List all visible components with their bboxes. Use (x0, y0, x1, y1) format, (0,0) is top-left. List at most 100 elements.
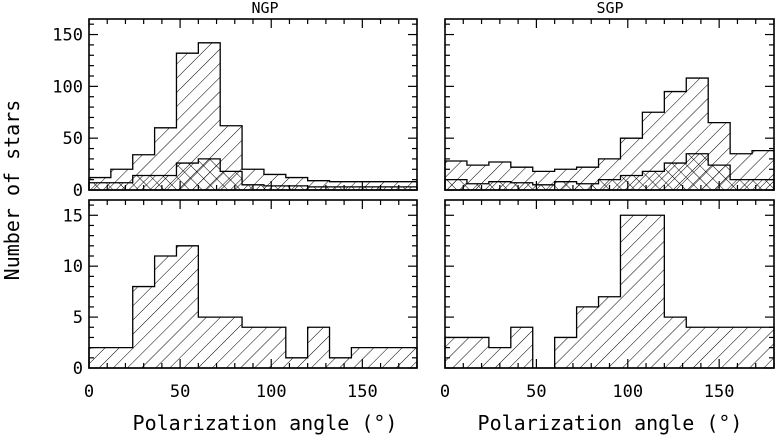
histogram-bar (329, 181, 352, 190)
histogram-bar (445, 179, 467, 190)
histogram-outline (444, 77, 775, 191)
histogram-bar (395, 347, 417, 368)
histogram-bar (554, 337, 577, 368)
histogram-series-crosshatch (444, 153, 775, 191)
histogram-bar (220, 171, 243, 190)
panel-ngp-top: 0 50 100 150 (52, 18, 418, 201)
histogram-bar (620, 175, 643, 190)
histogram-bar (686, 327, 709, 368)
histogram-series-hatch (444, 214, 775, 369)
histogram-outline (88, 42, 418, 191)
histogram-bar (708, 327, 731, 368)
histogram-bar (285, 185, 308, 190)
histogram-bar (395, 181, 417, 190)
histogram-outline (444, 214, 775, 369)
histogram-bar (598, 179, 621, 190)
histogram-bar (730, 327, 753, 368)
histogram-bar (510, 327, 533, 368)
histogram-bar (752, 179, 774, 190)
y-tick-label: 100 (52, 77, 83, 97)
x-axis-title-left: Polarization angle (°) (133, 411, 398, 435)
histogram-bar (329, 357, 352, 368)
histogram-bar (576, 306, 599, 368)
histogram-bar (198, 317, 221, 368)
x-tick-label: 0 (84, 382, 94, 402)
histogram-bar (307, 186, 330, 190)
histogram-bar (373, 186, 396, 190)
histogram-bar (488, 347, 511, 368)
histogram-bar (110, 347, 133, 368)
y-tick-label: 5 (73, 308, 83, 328)
histogram-bar (132, 286, 155, 368)
histogram-bar (220, 317, 243, 368)
histogram-bar (176, 163, 199, 190)
histogram-bar (395, 186, 417, 190)
histogram-bar (154, 256, 177, 368)
histogram-bar (466, 337, 489, 368)
histogram-bar (307, 180, 330, 190)
y-tick-label: 50 (63, 129, 83, 149)
histogram-bar (198, 42, 221, 190)
histogram-bar (198, 158, 221, 190)
histogram-bar (620, 215, 643, 368)
histogram-bar (373, 181, 396, 190)
x-axis-title-right: Polarization angle (°) (478, 411, 743, 435)
histogram-bar (642, 112, 665, 190)
histogram-bar (154, 175, 177, 190)
histogram-bar (285, 357, 308, 368)
x-tick-label: 150 (347, 382, 378, 402)
x-tick-label: 100 (612, 382, 643, 402)
histogram-bar (154, 127, 177, 190)
histogram-bar (532, 184, 555, 190)
panel-sgp-top (444, 18, 775, 191)
histogram-bar (642, 215, 665, 368)
histogram-bar (373, 347, 396, 368)
histogram-outline (88, 245, 418, 369)
y-tick-label: 150 (52, 26, 83, 46)
histogram-bar (263, 185, 286, 190)
histogram-bar (89, 347, 111, 368)
histogram-bar (642, 171, 665, 190)
histogram-bar (329, 186, 352, 190)
histogram-bar (176, 53, 199, 191)
histogram-bar (263, 327, 286, 368)
histogram-bar (708, 165, 731, 190)
histogram-bar (664, 163, 687, 190)
histogram-series-hatch (88, 42, 418, 191)
histogram-bar (510, 182, 533, 190)
histogram-bar (110, 182, 133, 190)
histogram-bar (132, 175, 155, 190)
panel-title-ngp: NGP (251, 0, 278, 17)
x-tick-label: 50 (170, 382, 190, 402)
x-tick-label: 0 (440, 382, 450, 402)
x-tick-label: 50 (526, 382, 546, 402)
histogram-bar (686, 153, 709, 190)
histogram-bar (554, 181, 577, 190)
histogram-outline (88, 158, 418, 191)
histogram-bar (242, 327, 264, 368)
histogram-bar (351, 347, 374, 368)
histogram-bar (576, 183, 599, 190)
histogram-bar (466, 183, 489, 190)
histogram-bar (89, 182, 111, 190)
histogram-bar (176, 245, 199, 368)
y-axis-title: Number of stars (0, 100, 24, 281)
histogram-bar (664, 317, 687, 368)
x-tick-label: 100 (256, 382, 287, 402)
y-tick-label: 10 (63, 257, 83, 277)
histogram-bar (445, 337, 467, 368)
histogram-bar (730, 179, 753, 190)
histogram-outline (444, 153, 775, 191)
histogram-bar (598, 296, 621, 368)
histogram-series-hatch (88, 245, 418, 369)
x-tick-label: 150 (704, 382, 735, 402)
panel-title-sgp: SGP (596, 0, 623, 17)
y-tick-label: 15 (63, 206, 83, 226)
histogram-bar (752, 327, 774, 368)
y-tick-label: 0 (73, 359, 83, 379)
histogram-bar (307, 327, 330, 368)
y-tick-label: 0 (73, 181, 83, 201)
panel-sgp-bottom: 0 50 100 150 (440, 199, 775, 402)
